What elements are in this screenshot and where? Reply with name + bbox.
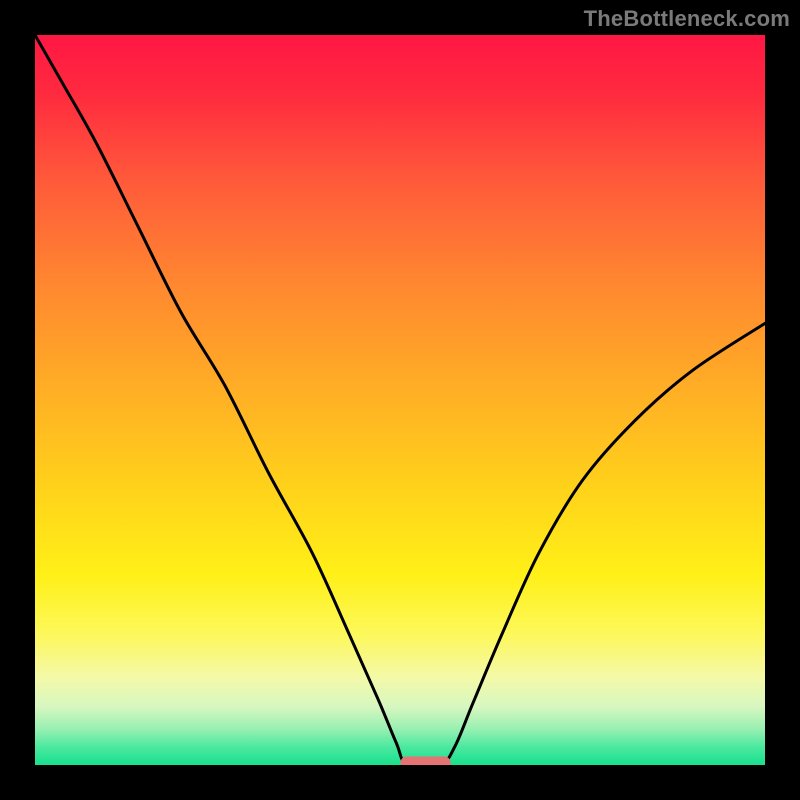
chart-container: TheBottleneck.com (0, 0, 800, 800)
watermark-text: TheBottleneck.com (584, 6, 790, 32)
bottleneck-chart (0, 0, 800, 800)
